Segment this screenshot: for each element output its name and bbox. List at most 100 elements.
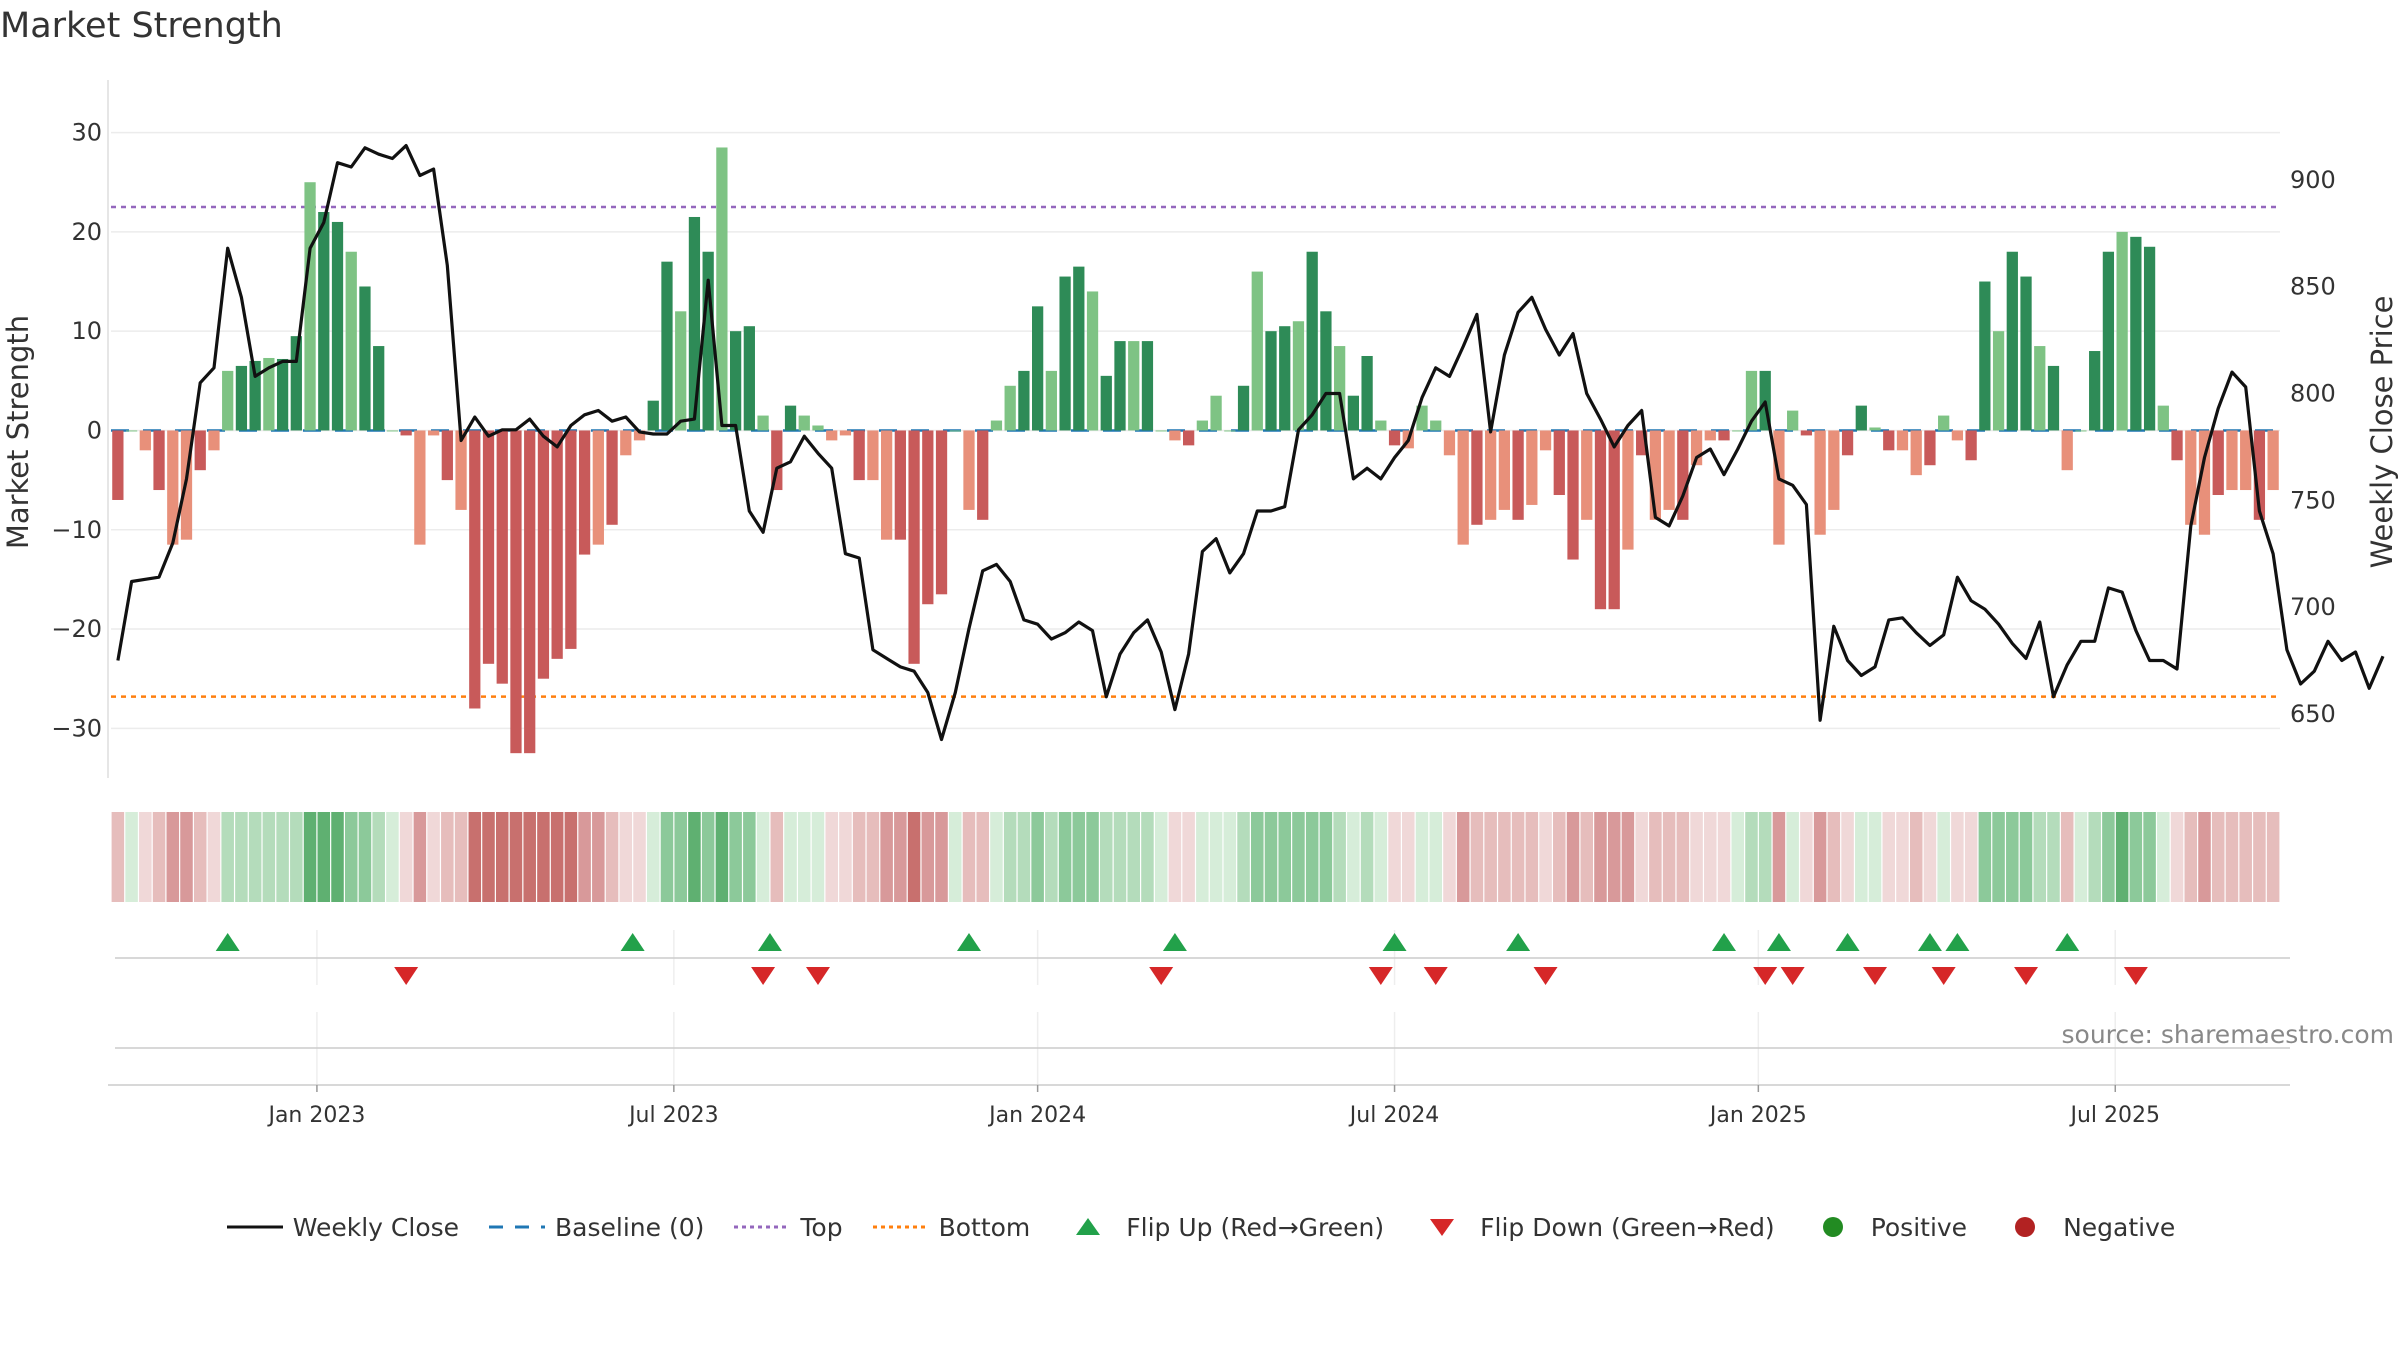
legend-label: Bottom	[938, 1212, 1031, 1242]
strength-bar	[194, 430, 206, 471]
date-tick-label: Jul 2025	[2069, 1103, 2161, 1128]
strength-bar	[1581, 430, 1593, 520]
strength-bar	[1196, 420, 1208, 431]
heat-cell	[839, 812, 852, 902]
legend-symbol-icon	[734, 1225, 791, 1229]
heat-cell	[2157, 812, 2170, 902]
heat-cell	[784, 812, 797, 902]
heat-cell	[1800, 812, 1813, 902]
heat-cell	[1978, 812, 1992, 902]
strength-bar	[1992, 331, 2005, 431]
heat-cell	[660, 812, 674, 902]
legend-triangle-up	[1076, 1218, 1101, 1235]
heat-cell	[262, 812, 276, 902]
strength-bar	[1485, 430, 1497, 520]
strength-bar	[290, 336, 302, 431]
heat-cell	[633, 812, 646, 902]
legend-label: Weekly Close	[292, 1212, 460, 1242]
strength-bar	[1512, 430, 1524, 520]
heat-cell	[207, 812, 221, 902]
heat-cell	[1031, 812, 1044, 902]
heat-cell	[1525, 812, 1539, 902]
heat-cell	[152, 812, 166, 902]
legend-item: Positive	[1803, 1212, 1967, 1242]
strength-bar	[1636, 430, 1648, 456]
date-axis: Jan 2023 Jul 2023 Jan 2024 Jul 2024 Jan 2025…	[108, 1047, 2290, 1128]
left-tick-label: −10	[51, 516, 102, 544]
flip-up-marker	[1382, 933, 1407, 951]
strength-bar	[592, 430, 604, 545]
strength-bar	[1155, 430, 1167, 432]
heat-cell	[1621, 812, 1635, 902]
strength-bar	[2034, 346, 2046, 431]
strength-bar	[537, 430, 550, 679]
heat-cell	[1374, 812, 1388, 902]
strength-bar	[1416, 405, 1428, 431]
strength-bar	[1224, 430, 1236, 432]
strength-bar	[496, 430, 508, 684]
heat-cell	[1058, 812, 1072, 902]
strength-bar	[167, 430, 179, 545]
strength-bar	[1059, 276, 1071, 431]
heat-cell	[2266, 812, 2280, 902]
heat-cell	[221, 812, 234, 902]
strength-bar	[1183, 430, 1195, 446]
heat-cell	[852, 812, 866, 902]
flip-up-marker	[1162, 933, 1187, 951]
heat-cell	[811, 812, 825, 902]
strength-bar	[551, 430, 563, 659]
right-axis-title: Weekly Close Price	[2365, 296, 2399, 569]
heat-cell	[1484, 812, 1497, 902]
flip-up-marker	[215, 933, 240, 951]
heat-cell	[880, 812, 893, 902]
heat-cell	[180, 812, 193, 902]
strength-bar	[2075, 430, 2087, 432]
strength-bar	[125, 430, 138, 432]
strength-bar	[1732, 430, 1744, 432]
date-tick-label: Jan 2024	[987, 1103, 1086, 1128]
heat-cell	[1429, 812, 1443, 902]
strength-bar	[1251, 271, 1263, 431]
heat-cell	[1690, 812, 1703, 902]
strength-bar	[1334, 346, 1346, 431]
flip-down-marker	[2014, 967, 2039, 985]
strength-bar	[977, 430, 989, 520]
strength-bar	[784, 405, 797, 431]
strength-bar	[1141, 341, 1154, 431]
flip-down-marker	[1780, 967, 1805, 985]
strength-bar	[276, 358, 289, 431]
strength-bar	[1388, 430, 1401, 446]
heat-cell	[482, 812, 495, 902]
heat-cell	[770, 812, 784, 902]
strength-bar	[1018, 370, 1030, 431]
heat-cell	[605, 812, 619, 902]
heat-cell	[1937, 812, 1950, 902]
heat-cell	[578, 812, 591, 902]
strength-bar	[1114, 341, 1126, 431]
flip-down-marker	[1368, 967, 1393, 985]
flip-markers	[115, 930, 2290, 1085]
heat-cell	[1731, 812, 1745, 902]
strength-bar	[1608, 430, 1620, 610]
flip-down-marker	[1753, 967, 1778, 985]
strength-bar	[1924, 430, 1936, 466]
heat-cell	[111, 812, 125, 902]
heat-cell	[948, 812, 962, 902]
heat-cell	[1855, 812, 1868, 902]
legend-circle	[1822, 1217, 1843, 1237]
strength-bar	[1526, 430, 1538, 505]
right-tick-label: 650	[2290, 700, 2336, 728]
heat-cell	[1923, 812, 1937, 902]
strength-bar	[839, 430, 852, 436]
strength-bar	[1320, 311, 1332, 431]
heat-cell	[1717, 812, 1731, 902]
heat-cell	[2006, 812, 2019, 902]
heat-cell	[1264, 812, 1278, 902]
heat-cell	[125, 812, 138, 902]
heat-cell	[962, 812, 976, 902]
strength-bar	[1704, 430, 1716, 441]
left-tick-label: −20	[51, 615, 102, 643]
strength-bar	[1100, 375, 1112, 431]
heat-cell	[2170, 812, 2184, 902]
strength-bar	[867, 430, 879, 481]
